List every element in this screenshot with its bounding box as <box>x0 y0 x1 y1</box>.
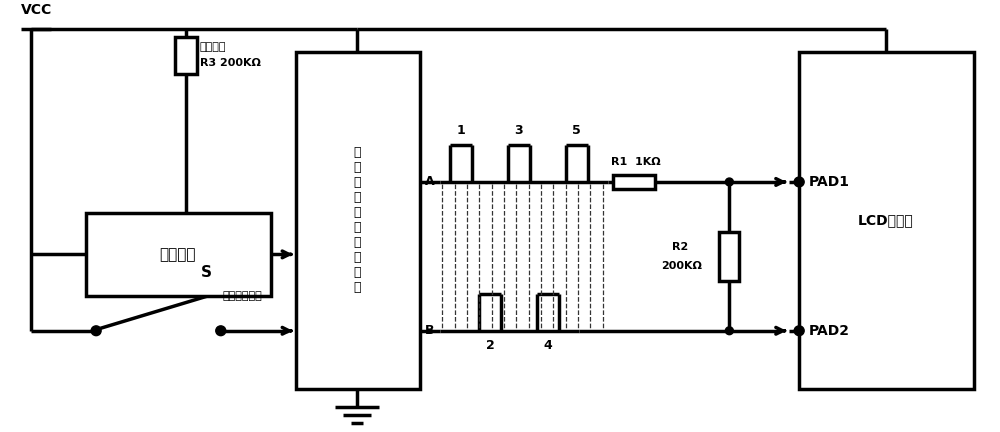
Bar <box>613 175 655 189</box>
Bar <box>86 213 271 296</box>
Bar <box>719 232 739 281</box>
Text: 升压设置: 升压设置 <box>200 42 226 52</box>
Text: A: A <box>425 175 435 188</box>
Circle shape <box>216 326 226 336</box>
Text: 2: 2 <box>486 339 494 352</box>
Text: R1  1KΩ: R1 1KΩ <box>611 157 660 167</box>
Text: PAD1: PAD1 <box>809 175 850 189</box>
Circle shape <box>794 177 804 187</box>
Text: B: B <box>425 324 435 337</box>
Bar <box>799 52 974 390</box>
Text: 3: 3 <box>515 124 523 137</box>
Text: R2: R2 <box>672 241 688 251</box>
Text: S: S <box>201 265 212 280</box>
Circle shape <box>725 327 733 335</box>
Text: PAD2: PAD2 <box>809 324 850 338</box>
Text: 4: 4 <box>543 339 552 352</box>
Text: 200KΩ: 200KΩ <box>662 261 702 271</box>
Circle shape <box>725 178 733 186</box>
Text: R3 200KΩ: R3 200KΩ <box>200 58 261 69</box>
Text: 图
像
擦
除
指
令
控
制
电
路: 图 像 擦 除 指 令 控 制 电 路 <box>354 146 361 294</box>
Text: 擦除按钮开关: 擦除按钮开关 <box>223 292 263 302</box>
Circle shape <box>794 326 804 336</box>
Text: VCC: VCC <box>21 3 53 17</box>
Bar <box>296 52 420 390</box>
Text: 5: 5 <box>572 124 581 137</box>
Text: 1: 1 <box>457 124 465 137</box>
Text: 升压电路: 升压电路 <box>160 247 196 262</box>
Text: LCD液晶屏: LCD液晶屏 <box>858 213 914 227</box>
Bar <box>175 37 197 74</box>
Circle shape <box>91 326 101 336</box>
